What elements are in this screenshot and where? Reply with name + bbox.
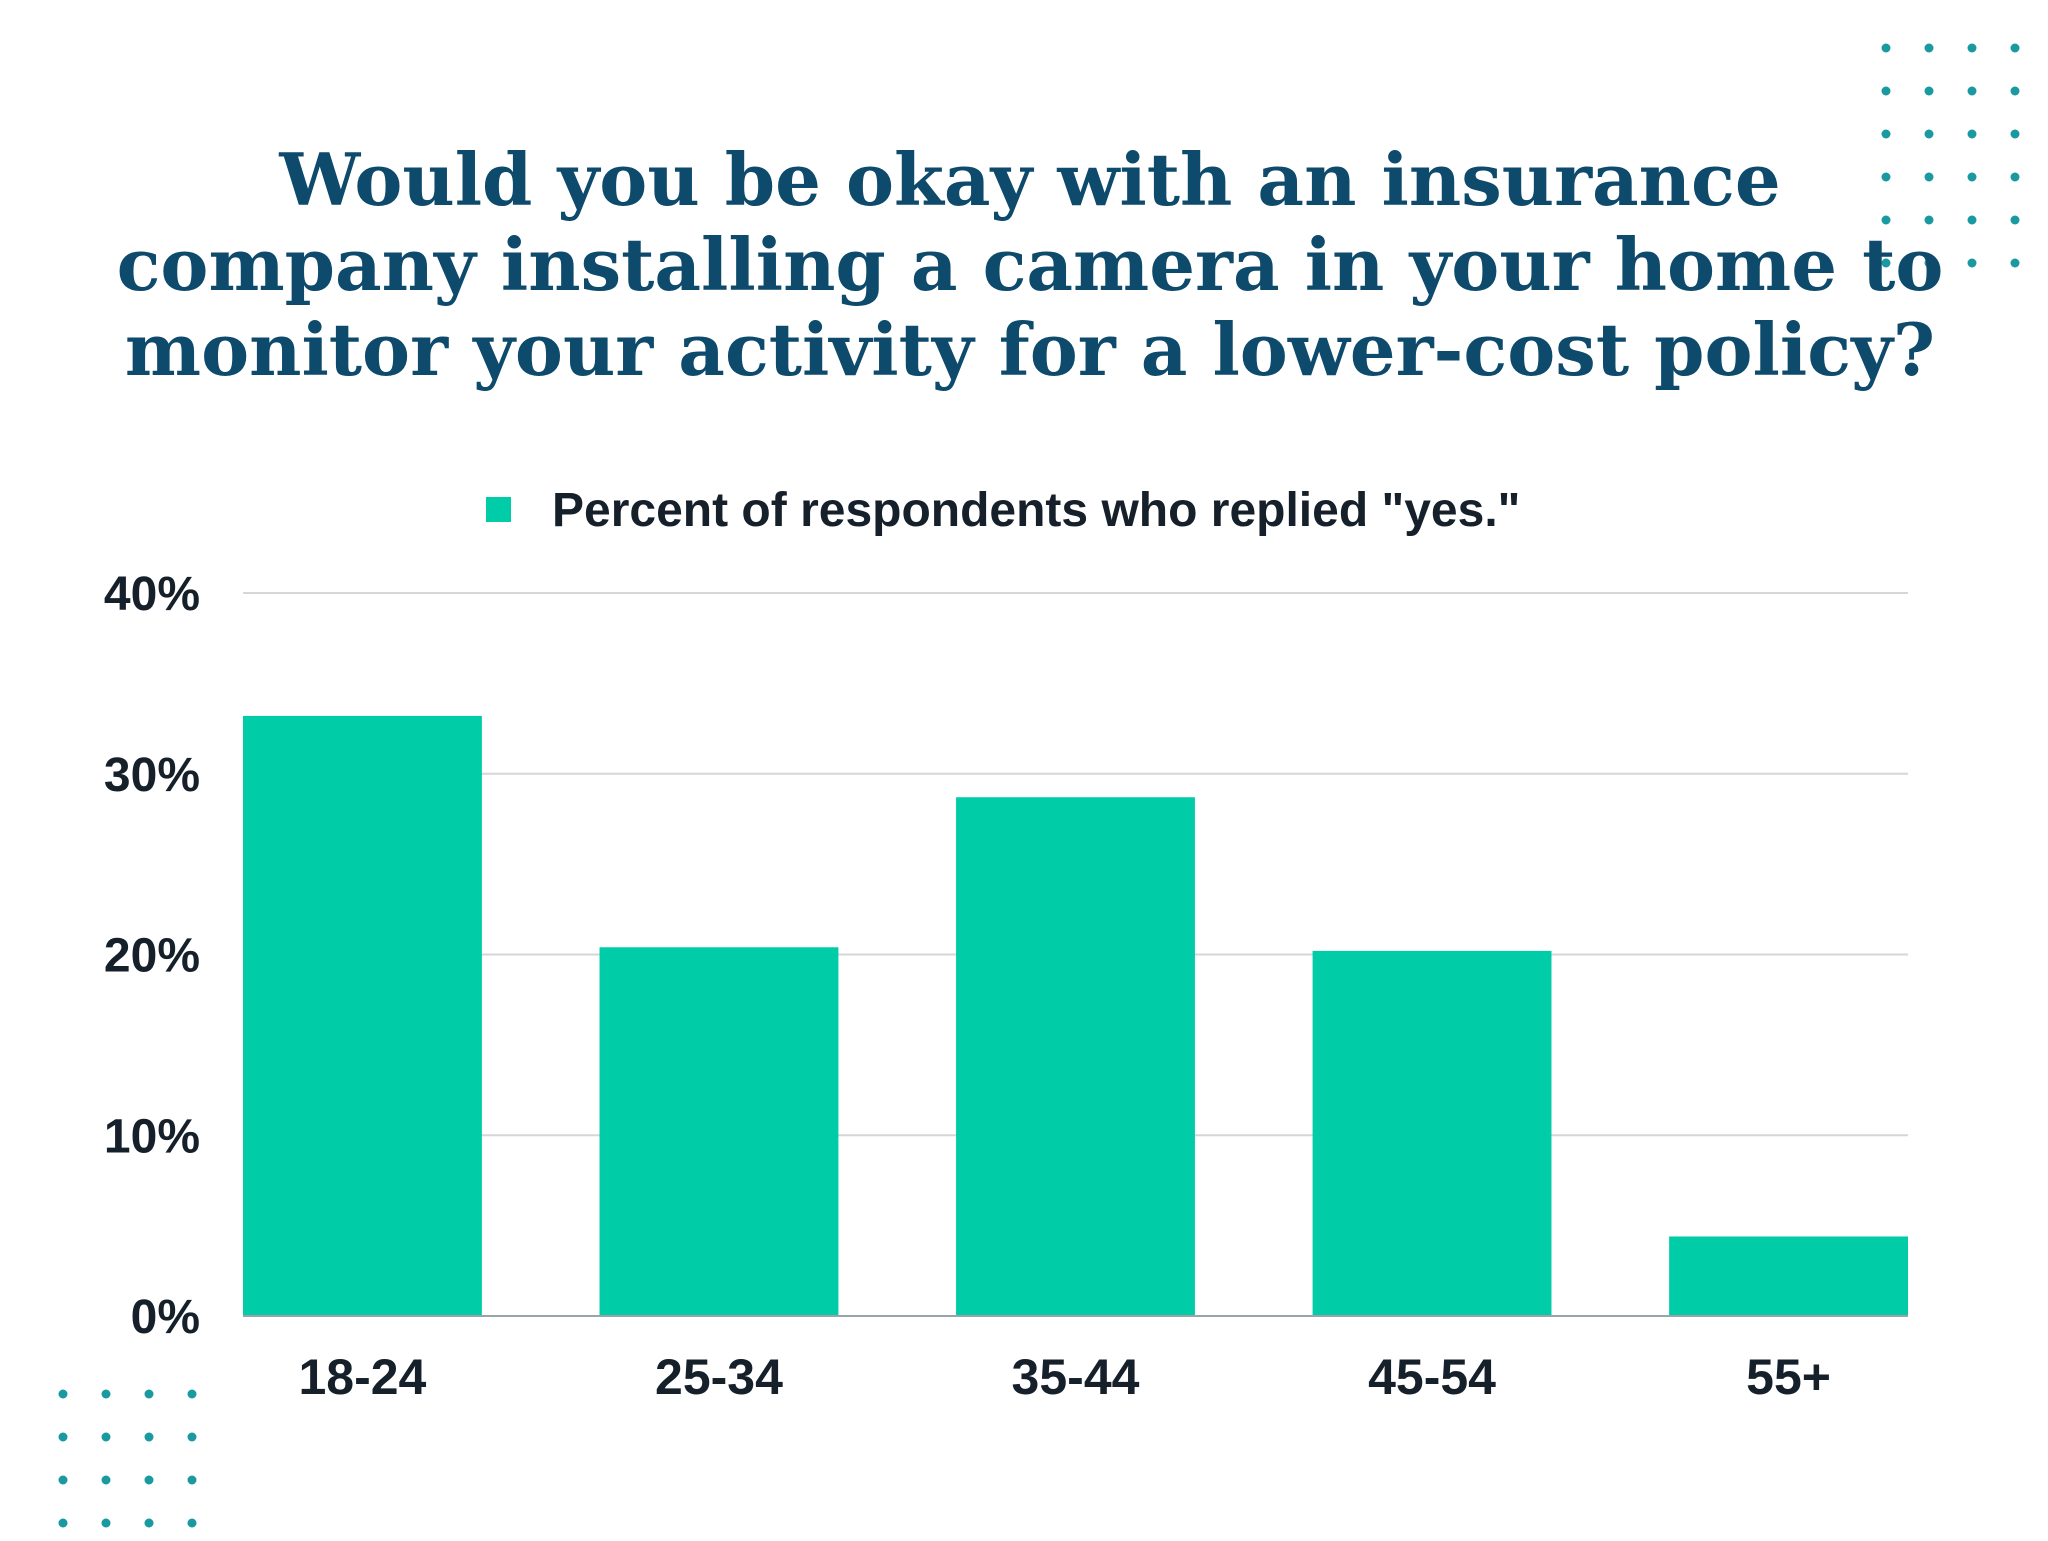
decorative-dot (1967, 172, 1977, 182)
decorative-dot (1967, 129, 1977, 139)
x-category-label: 18-24 (298, 1349, 426, 1405)
decorative-dot (1967, 43, 1977, 53)
y-tick-label: 20% (104, 930, 200, 983)
y-tick-label: 10% (104, 1110, 200, 1163)
decorative-dot (1924, 258, 1934, 268)
bar-18-24 (243, 715, 482, 1316)
decorative-dot (101, 1518, 111, 1528)
decorative-dot (187, 1389, 197, 1399)
decorative-dot (58, 1432, 68, 1442)
bar-55+ (1669, 1236, 1908, 1316)
x-category-label: 45-54 (1368, 1349, 1496, 1405)
decorative-dot (58, 1389, 68, 1399)
decorative-dot (58, 1475, 68, 1485)
decorative-dot (1924, 129, 1934, 139)
decorative-dot (1924, 215, 1934, 225)
decorative-dot (1967, 258, 1977, 268)
chart-title-line-2: company installing a camera in your home… (117, 222, 1944, 307)
decorative-dot (1881, 215, 1891, 225)
decorative-dot (187, 1475, 197, 1485)
bars (243, 715, 1908, 1316)
decorative-dot (187, 1518, 197, 1528)
decorative-dot (2010, 43, 2020, 53)
decorative-dot (101, 1432, 111, 1442)
decorative-dot (144, 1389, 154, 1399)
x-category-label: 55+ (1746, 1349, 1831, 1405)
decorative-dot (1881, 43, 1891, 53)
decorative-dot (1881, 86, 1891, 96)
decorative-dot (1881, 172, 1891, 182)
y-axis-tick-labels: 0% 10% 20% 30% 40% (104, 568, 200, 1344)
decorative-dot (1881, 258, 1891, 268)
decorative-dots-bottom-left (58, 1389, 197, 1528)
decorative-dot (2010, 172, 2020, 182)
y-tick-label: 30% (104, 749, 200, 802)
chart-title-line-3: monitor your activity for a lower-cost p… (125, 307, 1935, 392)
decorative-dot (58, 1518, 68, 1528)
bar-25-34 (599, 947, 839, 1316)
y-tick-label: 0% (131, 1291, 200, 1344)
decorative-dot (2010, 215, 2020, 225)
legend-swatch (486, 497, 511, 522)
decorative-dot (1924, 172, 1934, 182)
decorative-dot (1967, 215, 1977, 225)
x-axis-category-labels: 18-24 25-34 35-44 45-54 55+ (298, 1349, 1830, 1405)
bar-35-44 (956, 797, 1195, 1316)
y-tick-label: 40% (104, 568, 200, 621)
chart-title-line-1: Would you be okay with an insurance (278, 137, 1780, 222)
decorative-dots-top-right (1881, 43, 2020, 268)
bar-45-54 (1312, 950, 1552, 1316)
legend-label: Percent of respondents who replied "yes.… (552, 484, 1520, 537)
x-category-label: 25-34 (655, 1349, 783, 1405)
decorative-dot (1924, 86, 1934, 96)
decorative-dot (101, 1475, 111, 1485)
decorative-dot (187, 1432, 197, 1442)
gridlines (243, 592, 1908, 1137)
decorative-dot (1967, 86, 1977, 96)
decorative-dot (2010, 86, 2020, 96)
decorative-dot (144, 1432, 154, 1442)
x-category-label: 35-44 (1012, 1349, 1140, 1405)
decorative-dot (1924, 43, 1934, 53)
decorative-dot (1881, 129, 1891, 139)
decorative-dot (2010, 258, 2020, 268)
decorative-dot (101, 1389, 111, 1399)
decorative-dot (144, 1475, 154, 1485)
decorative-dot (144, 1518, 154, 1528)
decorative-dot (2010, 129, 2020, 139)
